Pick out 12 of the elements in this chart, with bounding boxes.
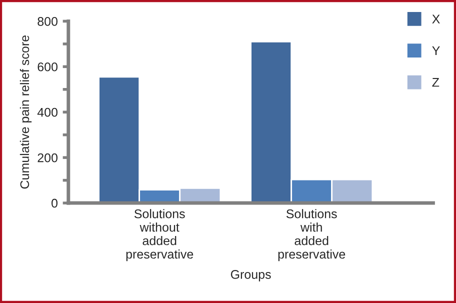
y-tick-label: 400 <box>37 108 58 117</box>
legend-label: Y <box>432 46 440 55</box>
y-axis-title: Cumulative pain relief score <box>20 36 32 189</box>
y-tick-label: 600 <box>38 62 58 72</box>
x-tick-label: Solutions with added preservative <box>278 209 346 262</box>
x-tick-label: Solutions without added preservative <box>126 209 194 262</box>
y-tick-label: 0 <box>52 198 58 208</box>
y-tick-label: 200 <box>38 153 58 162</box>
x-axis-title: Groups <box>230 270 271 282</box>
legend-label: Z <box>432 78 440 87</box>
y-tick-label: 800 <box>38 17 58 26</box>
legend-label: X <box>432 14 440 24</box>
